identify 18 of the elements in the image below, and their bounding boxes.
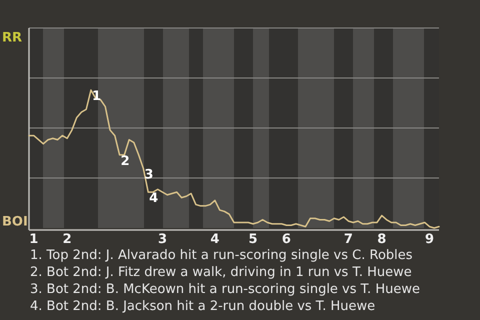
x-tick-label: 5 <box>248 232 258 247</box>
x-tick-label: 1 <box>29 232 38 247</box>
annotation: 3 <box>144 168 154 183</box>
x-tick-label: 2 <box>62 232 72 247</box>
x-tick-label: 8 <box>377 232 386 247</box>
x-tick-label: 9 <box>424 232 434 247</box>
annotation: 2 <box>120 154 130 169</box>
text: BOI <box>2 214 28 230</box>
x-tick-label: 4 <box>210 232 220 247</box>
x-tick-label: 7 <box>344 232 353 247</box>
x-tick-label: 3 <box>158 232 168 247</box>
text: RR <box>2 30 22 46</box>
x-tick-label: 6 <box>282 232 291 247</box>
text: 2. Bot 2nd: J. Fitz drew a walk, driving in 1 run vs T. Huewe <box>30 265 412 280</box>
text: 3. Bot 2nd: B. McKeown hit a run-scoring single vs T. Huewe <box>30 282 420 297</box>
annotation: 4 <box>149 191 158 206</box>
text: 1. Top 2nd: J. Alvarado hit a run-scoring single vs C. Robles <box>30 248 413 263</box>
text: 4. Bot 2nd: B. Jackson hit a 2-run double vs T. Huewe <box>30 299 376 314</box>
